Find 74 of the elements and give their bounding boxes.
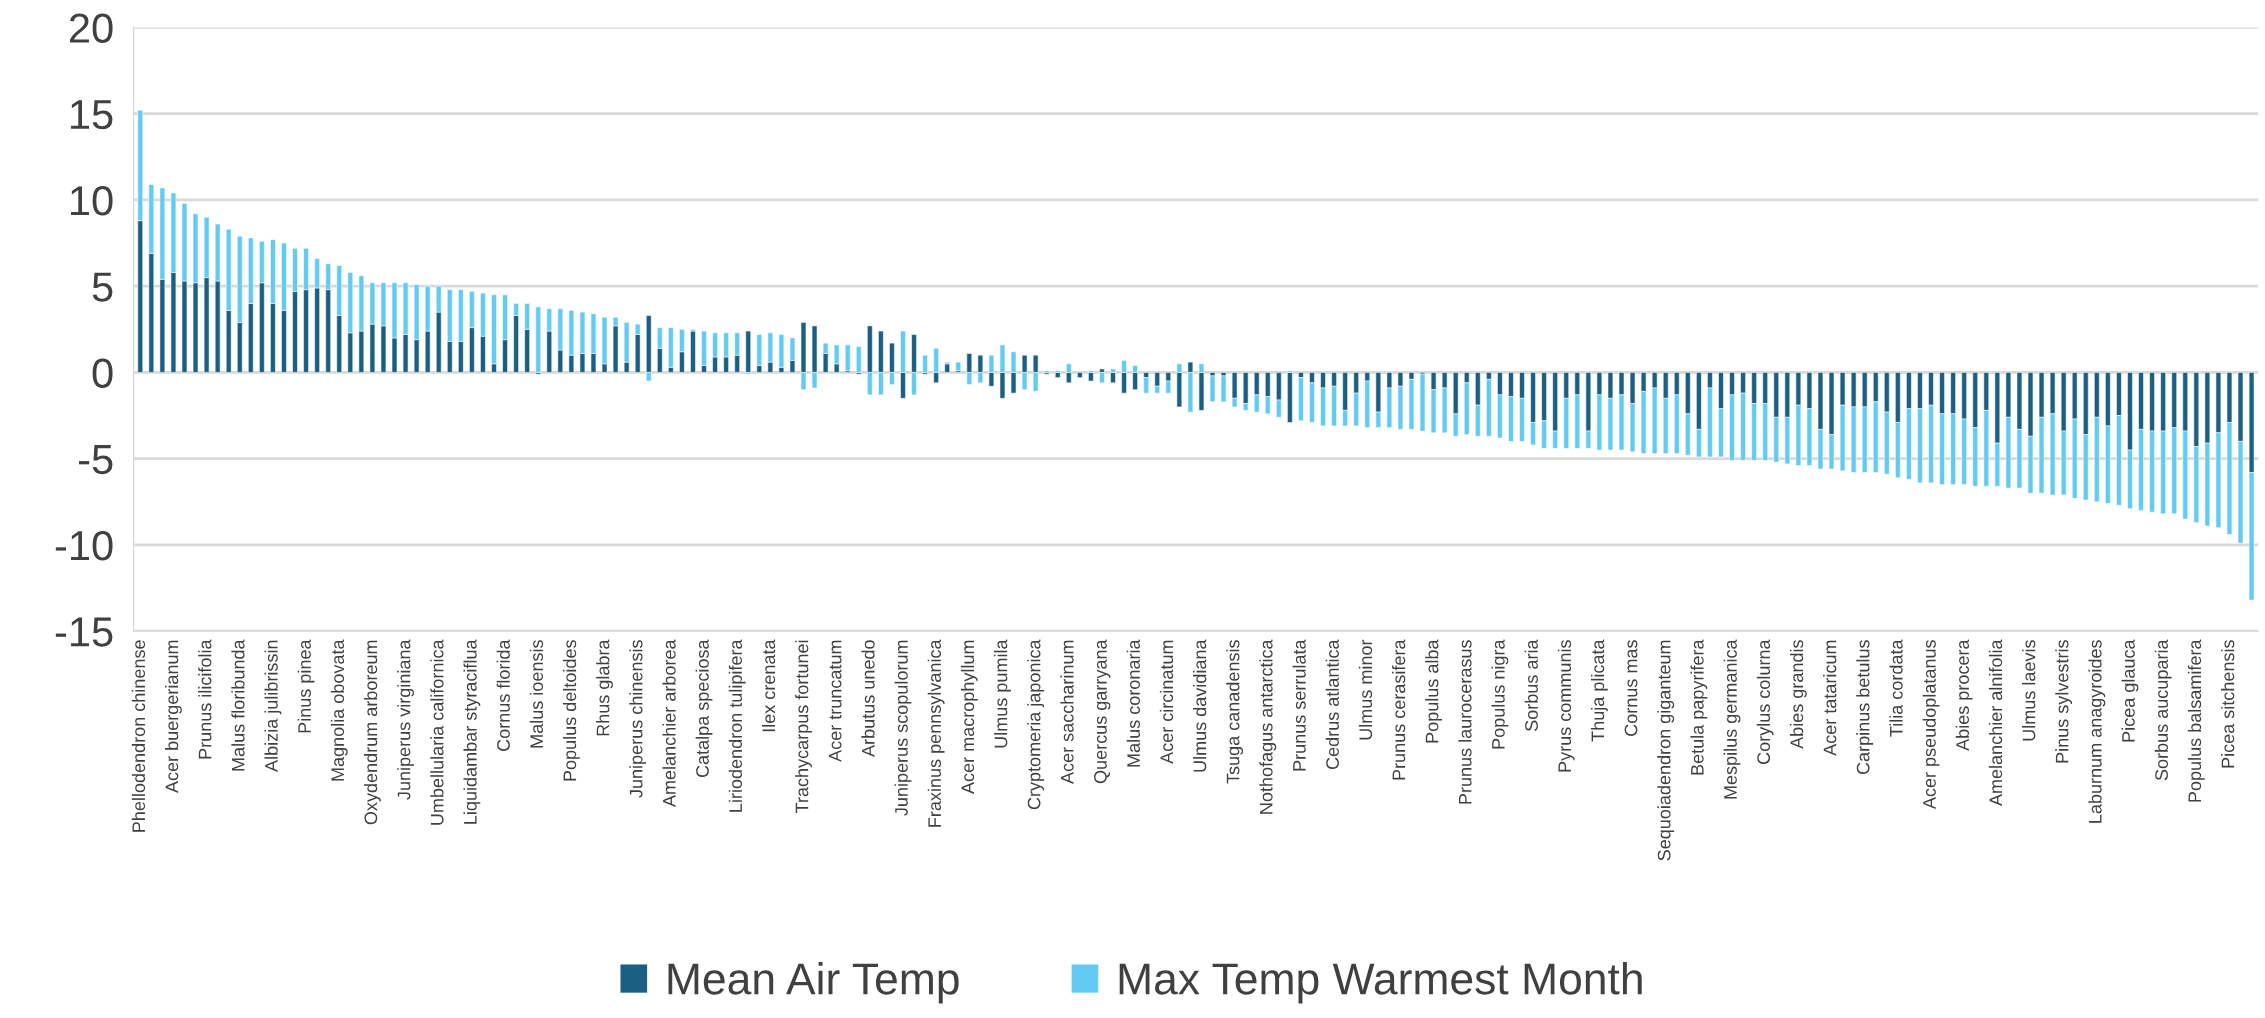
x-tick-label: Betula papyrifera — [1690, 639, 1708, 775]
y-tick-label: -5 — [79, 445, 113, 475]
x-tick-label: Phellodendron chinense — [131, 640, 146, 832]
x-tick-label: Populus nigra — [1491, 639, 1509, 749]
x-tick-label: Acer saccharinum — [1060, 640, 1074, 784]
y-tick-label: 20 — [69, 13, 113, 43]
y-tick-label: 0 — [92, 358, 113, 388]
y-tick-label: -15 — [55, 617, 113, 647]
x-tick-label: Pinus pinea — [297, 639, 315, 733]
x-tick-label: Cryptomeria japonica — [1027, 639, 1045, 810]
y-tick-label: 15 — [71, 100, 113, 130]
x-tick-label: Picea sitchensis — [2221, 640, 2235, 768]
x-tick-label: Amelanchier alnifolia — [1988, 639, 2003, 807]
x-tick-label: Ilex crenata — [761, 639, 776, 732]
x-tick-label: Abies grandis — [1789, 640, 1807, 749]
x-tick-label: Trachycarpus fortunei — [795, 640, 812, 814]
x-tick-label: Acer tataricum — [1823, 640, 1837, 756]
x-tick-label: Catalpa speciosa — [695, 639, 713, 778]
x-tick-label: Ulmus minor — [1358, 639, 1373, 740]
legend-label: Max Temp Warmest Month — [1119, 962, 1642, 1004]
x-tick-label: Tilia cordata — [1889, 639, 1903, 737]
x-tick-label: Liriodendron tulipifera — [728, 639, 746, 812]
x-tick-label: Acer buergerianum — [165, 640, 182, 793]
x-tick-label: Arbutus unedo — [861, 640, 875, 757]
x-tick-label: Cornus florida — [496, 639, 510, 751]
x-tick-label: Carpinus betulus — [1856, 640, 1874, 775]
x-tick-label: Malus coronaria — [1126, 639, 1140, 767]
x-tick-label: Sequoiadendron giganteum — [1657, 640, 1675, 861]
x-tick-label: Populus alba — [1425, 639, 1442, 743]
x-tick-label: Pinus sylvestris — [2055, 640, 2073, 763]
x-tick-label: Nothofagus antarctica — [1259, 639, 1277, 814]
y-tick-label: 5 — [92, 272, 113, 302]
x-tick-label: Amelanchier arborea — [662, 639, 676, 808]
x-tick-label: Corylus colurna — [1756, 639, 1774, 765]
x-tick-label: Malus floribunda — [231, 639, 245, 771]
x-tick-label: Acer pseudoplatanus — [1922, 640, 1940, 810]
x-tick-label: Liquidambar styraciflua — [463, 639, 481, 824]
x-tick-label: Mespilus germanica — [1723, 639, 1741, 799]
x-tick-label: Quercus garryana — [1094, 639, 1111, 784]
x-tick-label: Albizia julibrissin — [264, 640, 282, 772]
x-tick-label: Populus deltoides — [562, 640, 580, 781]
x-tick-label: Sorbus aucuparia — [2154, 639, 2172, 781]
x-tick-label: Pyrus communis — [1557, 640, 1575, 772]
x-tick-label: Ulmus pumila — [994, 639, 1011, 748]
x-tick-label: Rhus glabra — [596, 639, 613, 736]
y-tick-label: 10 — [71, 185, 113, 216]
x-tick-label: Thuja plicata — [1590, 639, 1608, 742]
x-tick-label: Acer circinatum — [1159, 640, 1174, 764]
x-tick-label: Magnolia obovata — [330, 639, 348, 781]
y-tick-label: -10 — [55, 530, 113, 561]
x-tick-label: Juniperus virginiana — [397, 639, 414, 800]
x-tick-label: Prunus serrulata — [1292, 639, 1306, 771]
x-tick-label: Umbellularia californica — [430, 639, 444, 825]
x-tick-label: Oxydendrum arboreum — [363, 640, 381, 825]
x-tick-label: Acer truncatum — [828, 640, 842, 762]
x-tick-label: Malus ioensis — [529, 640, 544, 748]
x-tick-label: Cornus mas — [1624, 640, 1638, 736]
x-tick-label: Prunus ilicifolia — [198, 639, 212, 759]
x-tick-label: Laburnum anagyroides — [2088, 640, 2106, 823]
x-tick-label: Ulmus laevis — [2022, 640, 2036, 741]
x-tick-label: Juniperus chinensis — [629, 640, 647, 798]
x-tick-label: Tsuga canadensis — [1226, 640, 1244, 784]
x-tick-label: Prunus cerasifera — [1392, 639, 1406, 780]
x-tick-label: Abies procera — [1955, 639, 1973, 751]
x-tick-label: Prunus laurocerasus — [1458, 640, 1472, 804]
x-tick-label: Fraxinus pennsylvanica — [927, 639, 945, 827]
x-tick-label: Sorbus aria — [1524, 639, 1538, 731]
x-tick-label: Populus balsamifera — [2187, 639, 2205, 802]
x-tick-label: Cedrus atlantica — [1325, 639, 1339, 770]
x-tick-label: Juniperus scopulorum — [894, 640, 912, 816]
legend-label: Mean Air Temp — [668, 962, 959, 1004]
x-tick-label: Ulmus davidiana — [1193, 639, 1207, 772]
x-tick-label: Picea glauca — [2121, 639, 2139, 742]
x-tick-label: Acer macrophyllum — [960, 640, 978, 794]
